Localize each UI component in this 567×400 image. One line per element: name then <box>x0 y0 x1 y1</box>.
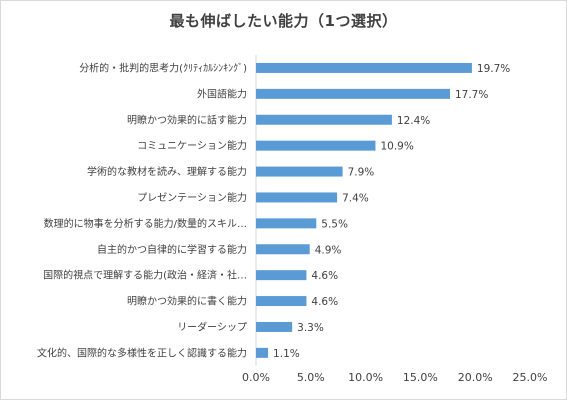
data-label: 4.9% <box>315 244 342 256</box>
bar <box>256 166 343 177</box>
chart-title: 最も伸ばしたい能力（1つ選択） <box>169 12 398 30</box>
category-label: 数理的に物事を分析する能力/数量的スキル… <box>44 217 247 230</box>
x-tick-label: 0.0% <box>242 371 270 384</box>
category-label: プレゼンテーション能力 <box>137 191 247 204</box>
data-label: 4.6% <box>311 296 338 308</box>
category-label: 文化的、国際的な多様性を正しく認識する能力 <box>37 346 247 359</box>
bar <box>256 347 269 358</box>
bar <box>256 244 310 255</box>
x-tick-label: 5.0% <box>297 371 325 384</box>
data-label: 5.5% <box>321 218 348 230</box>
category-label: 自主的かつ自律的に学習する能力 <box>97 243 247 256</box>
bar <box>256 140 376 151</box>
category-label: コミュニケーション能力 <box>137 139 247 152</box>
x-tick-label: 10.0% <box>348 371 383 384</box>
bar <box>256 296 307 307</box>
data-label: 10.9% <box>380 141 413 153</box>
x-tick-label: 20.0% <box>458 371 493 384</box>
category-label: リーダーシップ <box>177 320 247 333</box>
x-tick-label: 25.0% <box>513 371 548 384</box>
data-label: 19.7% <box>477 63 510 75</box>
category-label: 学術的な教材を読み、理解する能力 <box>87 165 247 178</box>
data-label: 12.4% <box>397 115 430 127</box>
x-tick-label: 15.0% <box>403 371 438 384</box>
bar <box>256 62 472 73</box>
category-label: 分析的・批判的思考力(ｸﾘﾃｨｶﾙｼﾝｷﾝｸﾞ) <box>79 61 247 74</box>
category-label: 国際的視点で理解する能力(政治・経済・社… <box>43 269 247 282</box>
category-label: 外国語能力 <box>197 87 247 100</box>
bar <box>256 88 450 99</box>
bar <box>256 192 338 203</box>
data-label: 17.7% <box>455 89 488 101</box>
data-label: 4.6% <box>311 270 338 282</box>
bar <box>256 114 392 125</box>
bar <box>256 321 293 332</box>
category-label: 明瞭かつ効果的に書く能力 <box>127 295 247 308</box>
bar <box>256 218 317 229</box>
data-label: 7.4% <box>342 192 369 204</box>
category-label: 明瞭かつ効果的に話す能力 <box>127 113 247 126</box>
bar <box>256 270 307 281</box>
data-label: 1.1% <box>273 348 300 360</box>
data-label: 3.3% <box>297 322 324 334</box>
data-label: 7.9% <box>348 167 375 179</box>
